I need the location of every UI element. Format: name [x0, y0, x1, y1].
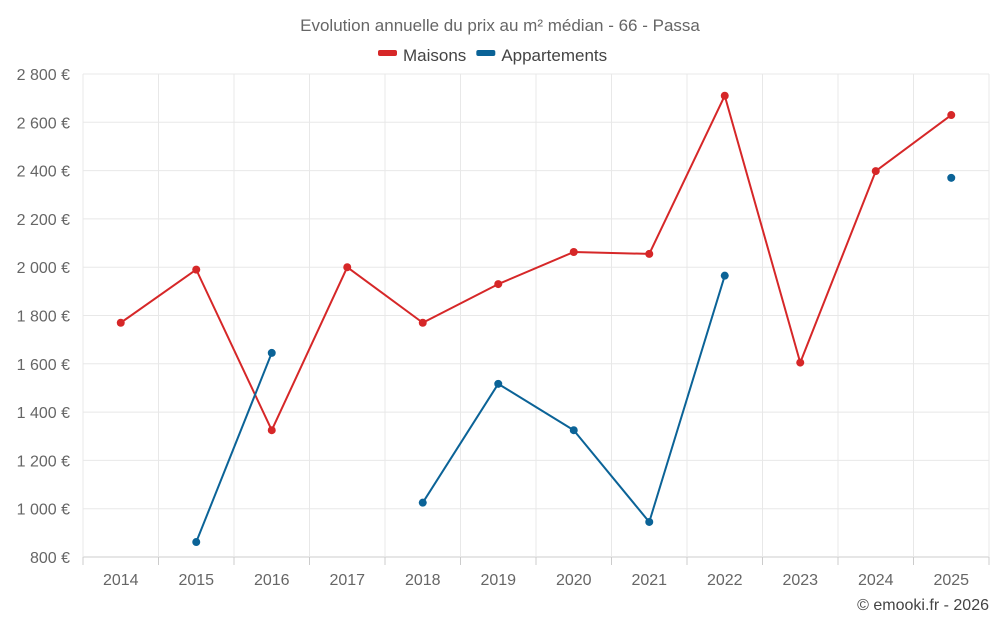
- data-point[interactable]: [192, 265, 201, 274]
- data-point[interactable]: [947, 111, 956, 120]
- y-tick-label: 800 €: [30, 550, 70, 567]
- legend-swatch: [476, 50, 496, 56]
- x-tick-label: 2024: [858, 572, 894, 589]
- series-line: [195, 352, 273, 543]
- y-tick-label: 2 200 €: [17, 212, 70, 229]
- data-point[interactable]: [267, 426, 276, 435]
- chart-title: Evolution annuelle du prix au m² médian …: [300, 16, 700, 35]
- x-tick-label: 2021: [631, 572, 667, 589]
- legend: Maisons Appartements: [378, 46, 607, 65]
- x-tick-label: 2022: [707, 572, 743, 589]
- data-point[interactable]: [796, 358, 805, 367]
- data-point[interactable]: [645, 517, 654, 526]
- data-point[interactable]: [720, 91, 729, 100]
- data-point[interactable]: [418, 498, 427, 507]
- x-tick-label: 2025: [933, 572, 969, 589]
- y-tick-label: 2 000 €: [17, 260, 70, 277]
- x-tick-label: 2015: [178, 572, 214, 589]
- data-point[interactable]: [494, 280, 503, 289]
- legend-label: Maisons: [403, 46, 466, 65]
- data-point[interactable]: [494, 379, 503, 388]
- data-point[interactable]: [418, 318, 427, 327]
- series-maisons: [116, 91, 956, 435]
- x-tick-label: 2018: [405, 572, 441, 589]
- y-tick-label: 1 000 €: [17, 502, 70, 519]
- series-layer: [116, 91, 956, 547]
- x-tick-label: 2016: [254, 572, 290, 589]
- x-axis: 2014 2015 2016 2017 2018 2019 2020 2021 2022 2023…: [103, 572, 969, 589]
- x-tick-label: 2020: [556, 572, 592, 589]
- y-tick-label: 1 800 €: [17, 309, 70, 326]
- data-point[interactable]: [343, 263, 352, 272]
- data-point[interactable]: [569, 426, 578, 435]
- data-point[interactable]: [720, 271, 729, 280]
- x-tick-label: 2017: [329, 572, 365, 589]
- credit-text: © emooki.fr - 2026: [857, 597, 989, 614]
- data-point[interactable]: [871, 167, 880, 176]
- y-tick-label: 2 800 €: [17, 67, 70, 84]
- y-tick-label: 1 400 €: [17, 405, 70, 422]
- data-point[interactable]: [645, 249, 654, 258]
- data-point[interactable]: [267, 348, 276, 357]
- data-point[interactable]: [192, 538, 201, 547]
- y-tick-label: 1 200 €: [17, 453, 70, 470]
- legend-item-appartements[interactable]: Appartements: [476, 46, 607, 65]
- y-axis: 800 € 1 000 € 1 200 € 1 400 € 1 600 € 1 800 €…: [17, 67, 70, 567]
- y-tick-label: 2 400 €: [17, 164, 70, 181]
- series-line: [120, 94, 952, 432]
- y-tick-label: 1 600 €: [17, 357, 70, 374]
- data-point[interactable]: [947, 173, 956, 182]
- x-tick-label: 2014: [103, 572, 139, 589]
- y-tick-label: 2 600 €: [17, 115, 70, 132]
- legend-item-maisons[interactable]: Maisons: [378, 46, 466, 65]
- data-point[interactable]: [569, 247, 578, 256]
- grid: [82, 73, 990, 565]
- x-tick-label: 2019: [480, 572, 516, 589]
- legend-label: Appartements: [501, 46, 607, 65]
- legend-swatch: [378, 50, 397, 56]
- series-appartements: [192, 173, 956, 547]
- data-point[interactable]: [116, 318, 125, 327]
- x-tick-label: 2023: [782, 572, 818, 589]
- series-line: [421, 275, 726, 523]
